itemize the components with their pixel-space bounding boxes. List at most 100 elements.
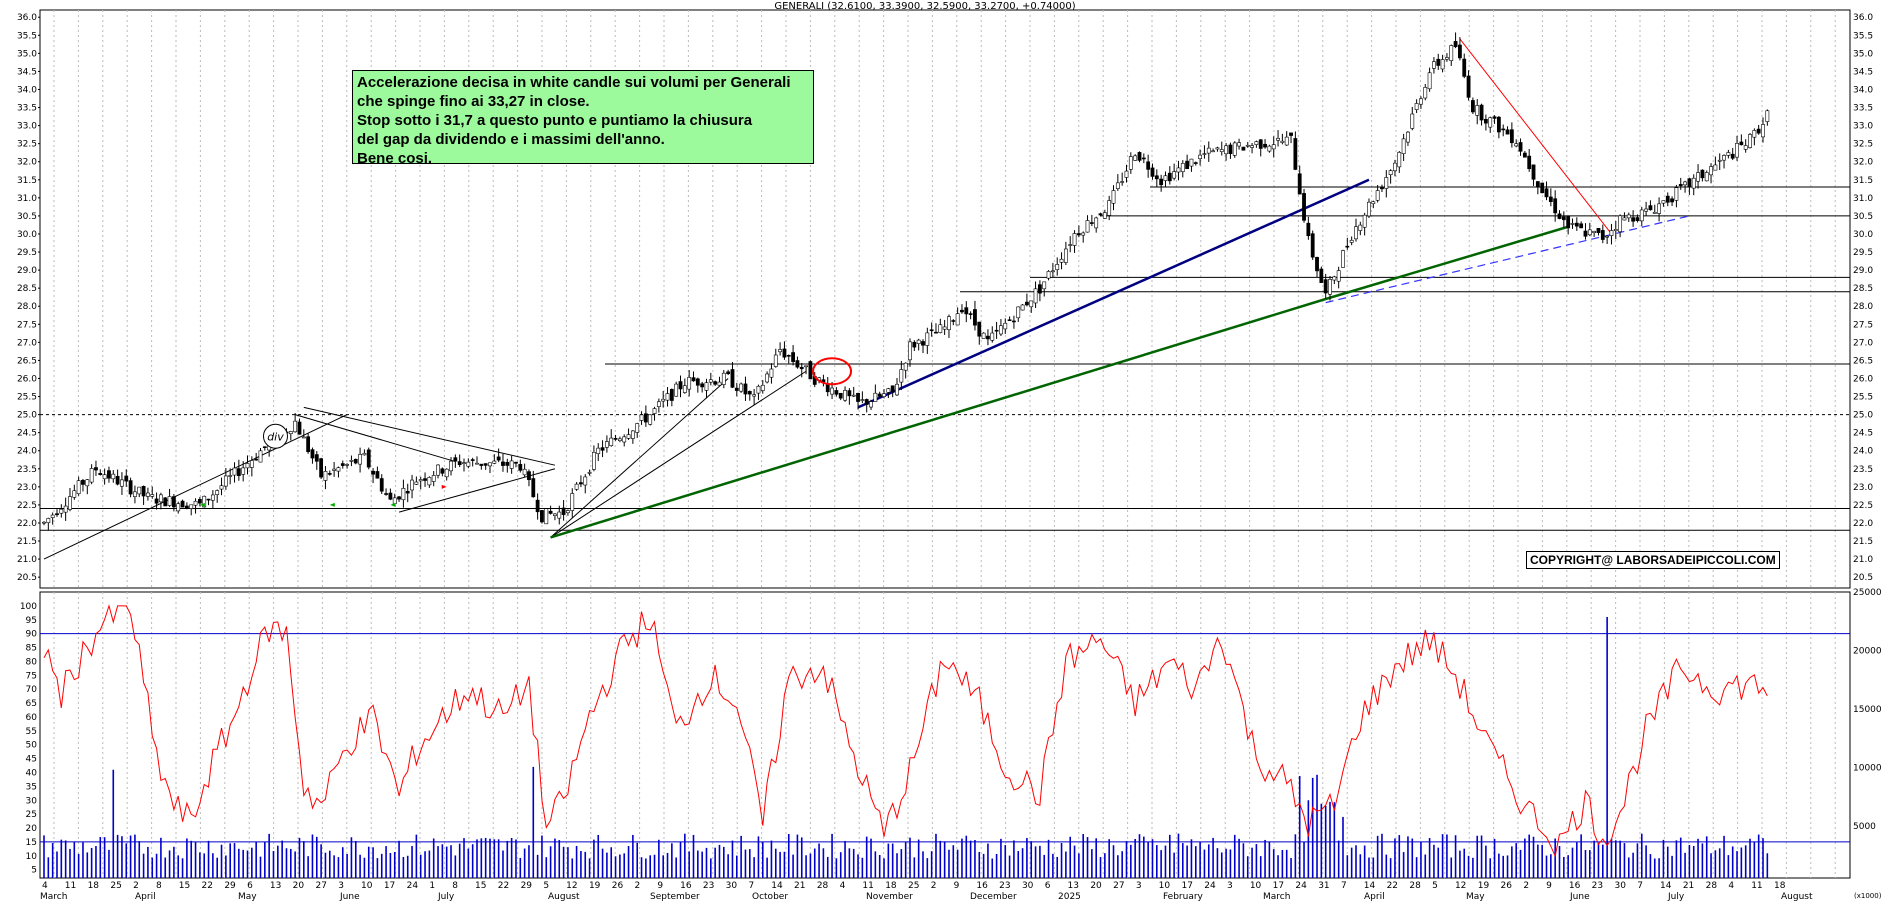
candle-body — [661, 398, 666, 402]
candle-body — [223, 475, 228, 487]
annotation-line-3: Stop sotto i 31,7 a questo punto e punti… — [357, 112, 753, 129]
candle-body — [1319, 268, 1324, 283]
candle-body — [1206, 147, 1211, 154]
price-tick-right: 22.0 — [1853, 519, 1873, 529]
day-label: 2 — [1523, 881, 1529, 891]
price-tick-right: 32.0 — [1853, 158, 1873, 168]
candle-body — [1224, 145, 1228, 155]
price-tick-left: 33.0 — [17, 122, 37, 132]
candle-body — [1631, 217, 1636, 222]
candle-body — [466, 461, 471, 467]
candle-body — [1683, 181, 1687, 186]
day-label: 11 — [1751, 881, 1762, 891]
price-tick-left: 25.5 — [17, 393, 37, 403]
candle-body — [1198, 154, 1203, 160]
candle-body — [1328, 279, 1332, 295]
candle-body — [1709, 166, 1713, 176]
candle-body — [1419, 98, 1423, 105]
candle-body — [1189, 158, 1194, 167]
candle-body — [1384, 177, 1389, 189]
day-label: 30 — [726, 881, 738, 891]
month-label: October — [752, 892, 788, 902]
candle-body — [994, 329, 999, 332]
price-tick-right: 29.5 — [1853, 248, 1873, 258]
day-label: 15 — [179, 881, 190, 891]
candle-body — [1354, 226, 1358, 240]
candle-body — [1245, 144, 1250, 147]
candle-body — [795, 360, 800, 368]
candle-body — [1596, 228, 1601, 234]
candle-body — [851, 394, 856, 397]
price-tick-right: 28.0 — [1853, 302, 1873, 312]
candle-body — [1297, 173, 1302, 195]
candle-body — [418, 479, 423, 482]
candle-body — [1423, 87, 1428, 99]
candle-body — [1505, 129, 1510, 135]
candle-body — [1514, 143, 1519, 147]
candle-body — [782, 348, 787, 358]
candle-body — [340, 463, 345, 466]
candle-body — [414, 481, 419, 485]
candle-body — [1553, 198, 1558, 214]
candle-body — [1094, 217, 1099, 229]
price-tick-right: 36.0 — [1853, 13, 1873, 23]
candle-body — [1765, 110, 1770, 122]
candle-body — [695, 378, 700, 386]
candle-body — [1042, 281, 1047, 290]
candle-body — [1154, 175, 1159, 180]
candle-body — [427, 477, 432, 486]
candle-body — [401, 488, 406, 501]
candle-body — [146, 492, 150, 497]
candle-body — [475, 462, 479, 465]
candle-body — [1349, 239, 1354, 243]
candle-body — [786, 355, 791, 357]
candle-body — [514, 462, 518, 464]
candle-body — [1561, 216, 1566, 221]
candle-body — [336, 467, 341, 472]
month-label: July — [437, 892, 455, 902]
candle-body — [189, 504, 194, 509]
candle-body — [1306, 222, 1311, 237]
oscillator-tick: 65 — [26, 699, 37, 709]
candle-body — [1180, 163, 1185, 172]
day-label: 18 — [1774, 881, 1786, 891]
candle-body — [747, 391, 752, 395]
candle-body — [704, 382, 709, 391]
candle-body — [925, 332, 930, 346]
candle-body — [1046, 271, 1051, 279]
month-label: March — [40, 892, 67, 902]
candle-body — [150, 494, 155, 497]
candle-body — [1029, 300, 1034, 308]
candle-body — [1371, 201, 1376, 205]
month-label: August — [548, 892, 580, 902]
candle-body — [59, 508, 64, 514]
month-label: August — [1781, 892, 1813, 902]
candle-body — [566, 510, 570, 514]
candle-body — [1600, 230, 1605, 240]
candle-body — [1540, 182, 1545, 194]
candle-body — [1202, 153, 1207, 155]
day-label: 17 — [1181, 881, 1192, 891]
candle-body — [960, 309, 964, 313]
candle-body — [856, 392, 860, 402]
candle-body — [1345, 245, 1350, 248]
candle-body — [1293, 138, 1298, 170]
candle-body — [630, 430, 635, 439]
candle-body — [708, 379, 713, 383]
day-label: 31 — [1318, 881, 1329, 891]
candle-body — [1102, 212, 1107, 219]
candle-body — [769, 368, 774, 378]
candle-body — [1332, 276, 1337, 281]
price-tick-left: 26.0 — [17, 374, 37, 384]
candle-body — [1644, 208, 1649, 212]
candle-body — [1172, 171, 1177, 179]
candle-body — [1717, 159, 1722, 162]
day-label: 29 — [224, 881, 236, 891]
candle-body — [726, 371, 731, 375]
price-tick-right: 26.0 — [1853, 374, 1873, 384]
month-label: April — [135, 892, 156, 902]
candle-body — [81, 479, 85, 485]
candle-body — [107, 470, 111, 479]
candle-body — [1397, 152, 1402, 168]
annotation-box: Accelerazione decisa in white candle sui… — [352, 70, 814, 167]
